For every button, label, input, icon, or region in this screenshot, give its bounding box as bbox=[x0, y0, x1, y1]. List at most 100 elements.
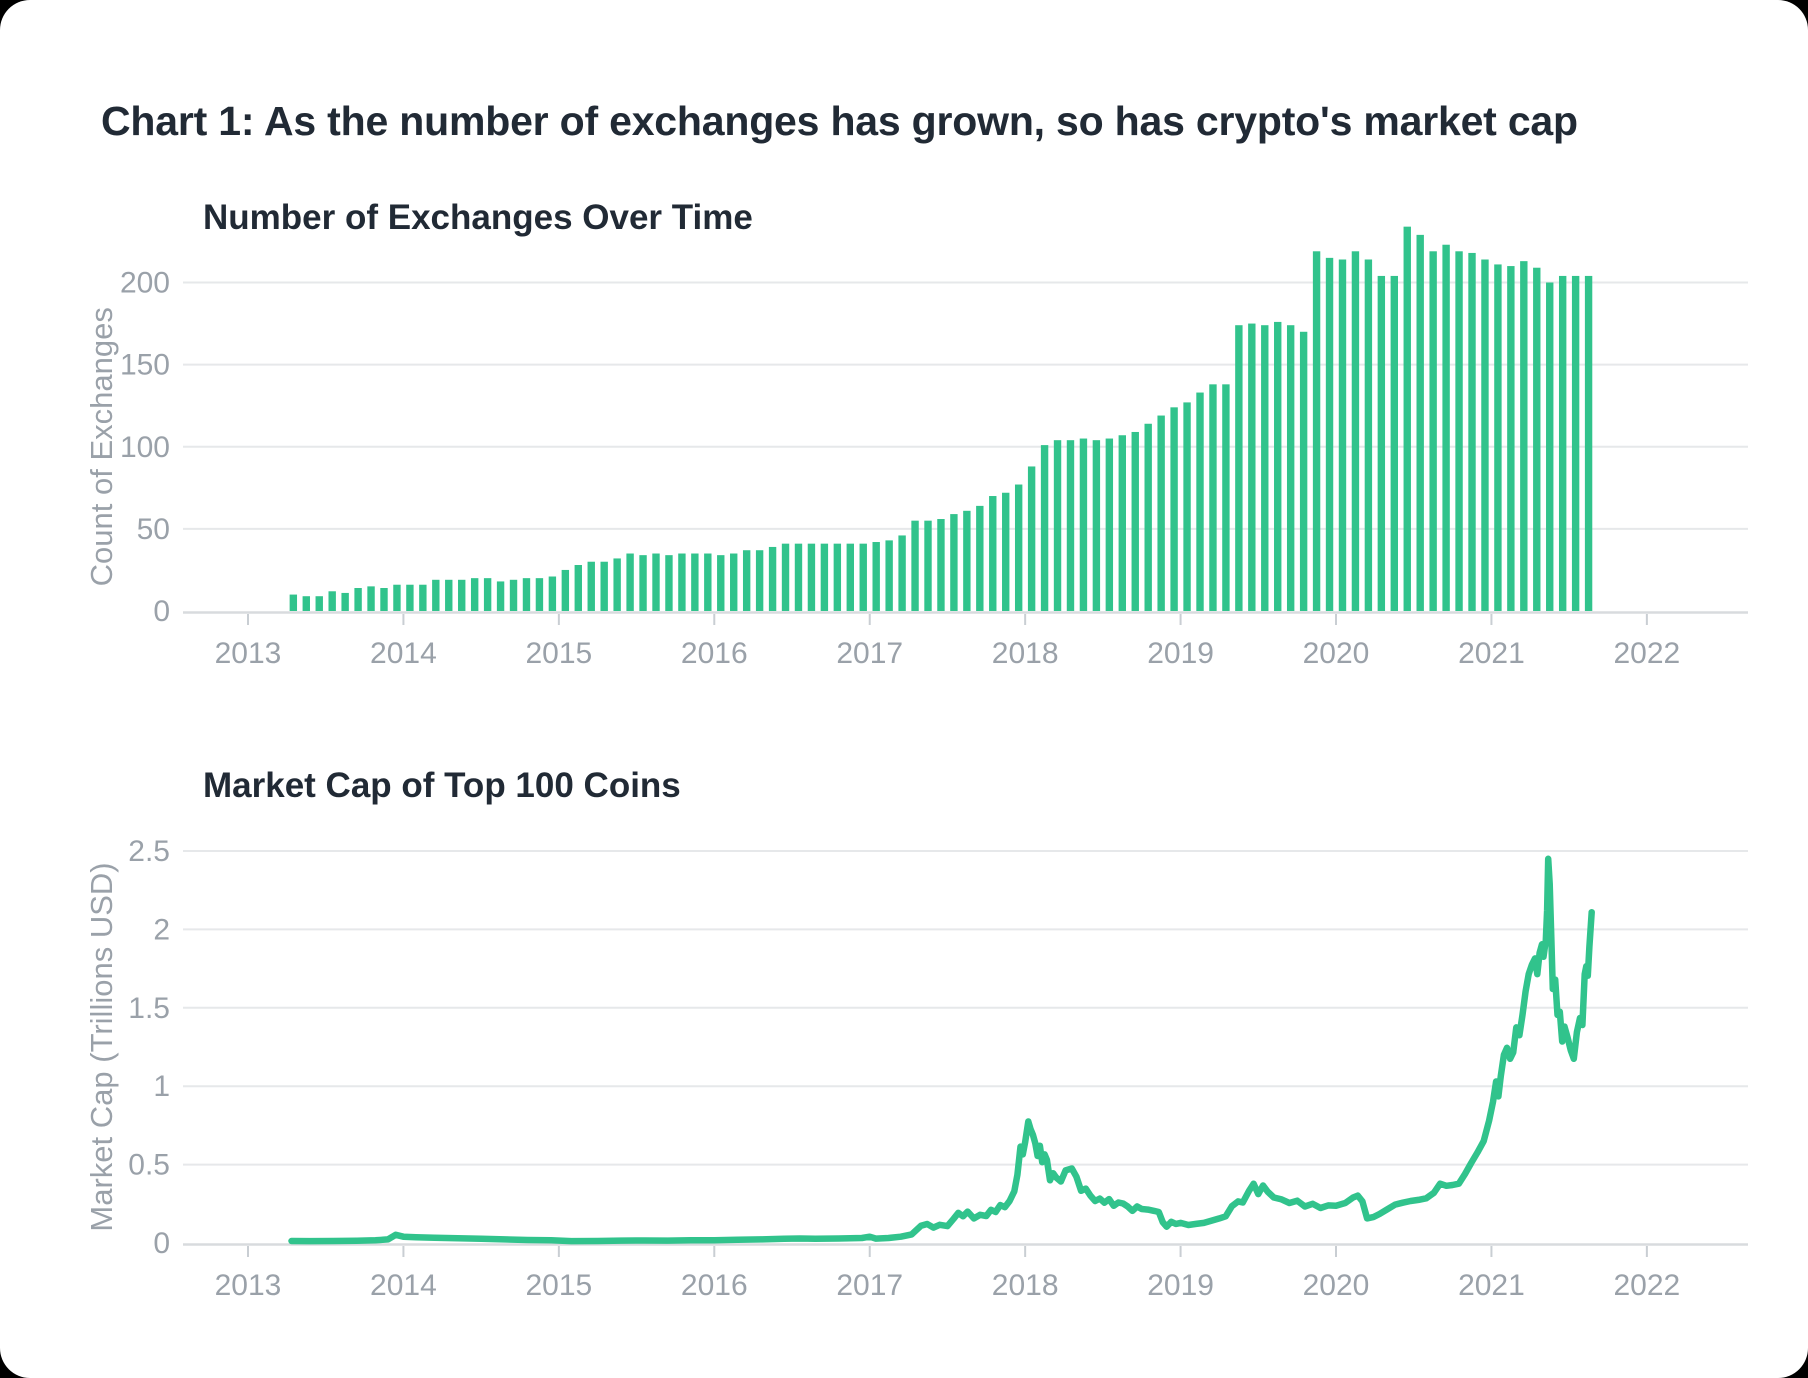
exchanges-bar bbox=[1183, 402, 1191, 611]
exchanges-bar bbox=[1364, 259, 1373, 611]
exchanges-bar bbox=[781, 543, 790, 611]
exchanges-bar bbox=[1066, 440, 1075, 611]
exchanges-bar bbox=[1507, 266, 1515, 611]
exchanges-bar bbox=[872, 542, 880, 611]
exchanges-bar bbox=[496, 581, 505, 611]
exchanges-bar bbox=[1235, 325, 1243, 611]
marketcap-y-tick-label: 1 bbox=[153, 1070, 170, 1103]
exchanges-bar bbox=[509, 579, 518, 611]
exchanges-bar bbox=[1468, 252, 1476, 611]
exchanges-bar bbox=[859, 543, 867, 611]
exchanges-bar bbox=[600, 561, 608, 611]
exchanges-bar bbox=[1040, 445, 1049, 611]
exchanges-bar bbox=[639, 555, 647, 611]
exchanges-y-tick-label: 50 bbox=[137, 513, 170, 546]
exchanges-bar bbox=[458, 579, 466, 611]
exchanges-x-tick-label: 2020 bbox=[1303, 637, 1370, 670]
exchanges-bar bbox=[1584, 275, 1593, 611]
exchanges-bar bbox=[1002, 492, 1010, 611]
marketcap-x-tick-label: 2020 bbox=[1303, 1269, 1370, 1302]
exchanges-x-tick-label: 2021 bbox=[1458, 637, 1525, 670]
marketcap-x-tick-label: 2021 bbox=[1458, 1269, 1525, 1302]
exchanges-bar bbox=[1274, 321, 1282, 611]
exchanges-bar bbox=[807, 543, 816, 611]
exchanges-bar bbox=[1325, 257, 1334, 611]
exchanges-bar bbox=[898, 535, 906, 611]
exchanges-bar bbox=[470, 578, 479, 611]
exchanges-bar bbox=[691, 553, 699, 611]
exchanges-bar bbox=[885, 540, 893, 611]
exchanges-x-tick-label: 2016 bbox=[681, 637, 748, 670]
marketcap-y-tick-label: 1.5 bbox=[128, 992, 170, 1025]
exchanges-bar bbox=[678, 553, 686, 611]
exchanges-bar bbox=[742, 550, 751, 611]
exchanges-bar bbox=[989, 496, 997, 611]
exchanges-x-tick-label: 2018 bbox=[992, 637, 1059, 670]
exchanges-bar bbox=[730, 553, 738, 611]
marketcap-x-tick-label: 2015 bbox=[525, 1269, 592, 1302]
exchanges-bar bbox=[587, 561, 595, 611]
exchanges-bar bbox=[717, 555, 725, 611]
exchanges-bar bbox=[937, 519, 945, 611]
exchanges-bar bbox=[1455, 251, 1463, 612]
exchanges-bar bbox=[380, 588, 388, 611]
exchanges-bar bbox=[755, 550, 764, 611]
exchanges-bar bbox=[1131, 431, 1139, 611]
exchanges-bar bbox=[652, 553, 660, 611]
exchanges-bar bbox=[924, 520, 932, 611]
marketcap-chart-title: Market Cap of Top 100 Coins bbox=[203, 766, 681, 805]
exchanges-bar bbox=[1533, 267, 1541, 611]
exchanges-bar bbox=[1209, 384, 1217, 611]
exchanges-bar bbox=[1079, 438, 1088, 611]
exchanges-bar bbox=[1494, 264, 1502, 611]
exchanges-bar bbox=[522, 578, 531, 611]
exchanges-bar bbox=[1170, 407, 1178, 611]
exchanges-bar bbox=[704, 553, 712, 611]
exchanges-bar bbox=[1390, 275, 1398, 611]
exchanges-bar bbox=[1248, 323, 1256, 611]
exchanges-bar bbox=[1442, 244, 1450, 611]
exchanges-y-axis-title: Count of Exchanges bbox=[84, 307, 119, 586]
exchanges-bar bbox=[950, 514, 958, 611]
exchanges-bar bbox=[665, 555, 673, 611]
exchanges-bar bbox=[354, 588, 362, 611]
exchanges-bar bbox=[574, 565, 582, 611]
exchanges-bar bbox=[626, 553, 634, 611]
exchanges-bar bbox=[1286, 325, 1295, 611]
exchanges-y-tick-label: 200 bbox=[120, 267, 170, 300]
marketcap-x-tick-label: 2014 bbox=[370, 1269, 437, 1302]
marketcap-x-tick-label: 2022 bbox=[1613, 1269, 1680, 1302]
exchanges-y-tick-label: 150 bbox=[120, 349, 170, 382]
exchanges-bar bbox=[406, 584, 414, 611]
exchanges-x-tick-label: 2015 bbox=[525, 637, 592, 670]
exchanges-x-tick-label: 2013 bbox=[215, 637, 282, 670]
marketcap-y-tick-label: 0 bbox=[153, 1227, 170, 1260]
exchanges-bar bbox=[613, 558, 621, 611]
exchanges-x-tick-label: 2019 bbox=[1147, 637, 1214, 670]
exchanges-bar bbox=[1027, 466, 1036, 611]
exchanges-bar bbox=[432, 579, 440, 611]
marketcap-x-tick-label: 2016 bbox=[681, 1269, 748, 1302]
exchanges-bar bbox=[1196, 392, 1204, 611]
marketcap-y-axis-title: Market Cap (Trillions USD) bbox=[84, 862, 119, 1231]
exchanges-y-tick-label: 100 bbox=[120, 431, 170, 464]
exchanges-bar bbox=[1338, 259, 1347, 611]
exchanges-x-tick-label: 2014 bbox=[370, 637, 437, 670]
marketcap-line bbox=[288, 855, 1595, 1245]
exchanges-bar bbox=[561, 569, 570, 611]
exchanges-bar bbox=[1481, 259, 1489, 611]
exchanges-bar bbox=[1092, 440, 1101, 611]
marketcap-x-tick-label: 2017 bbox=[836, 1269, 903, 1302]
marketcap-y-tick-label: 2 bbox=[153, 913, 170, 946]
exchanges-bar bbox=[911, 520, 919, 611]
exchanges-bar bbox=[419, 584, 427, 611]
exchanges-bar bbox=[1144, 423, 1152, 611]
exchanges-bar bbox=[302, 596, 310, 611]
marketcap-y-tick-label: 0.5 bbox=[128, 1149, 170, 1182]
exchanges-y-tick-label: 0 bbox=[153, 595, 170, 628]
marketcap-y-tick-label: 2.5 bbox=[128, 835, 170, 868]
exchanges-bar bbox=[1157, 415, 1165, 611]
exchanges-bar bbox=[445, 579, 453, 611]
exchanges-bar bbox=[1429, 251, 1437, 612]
